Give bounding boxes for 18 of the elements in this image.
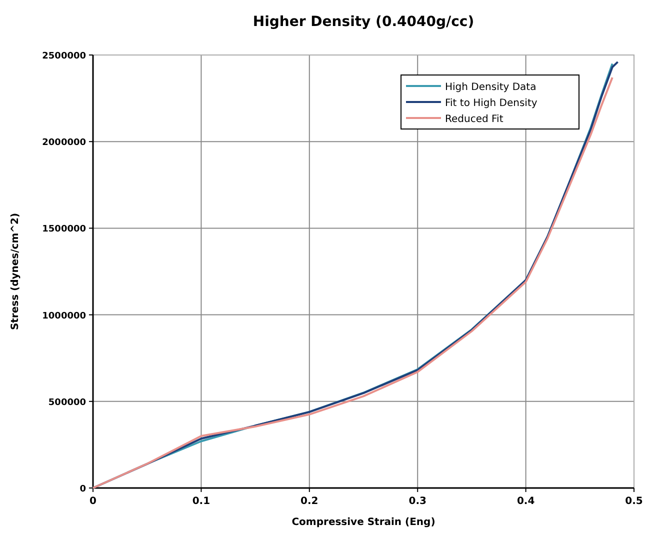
y-axis-title: Stress (dynes/cm^2) [10,212,21,330]
y-tick-label: 1000000 [42,311,86,322]
x-tick-label: 0.5 [625,496,643,507]
x-tick-label: 0.2 [300,496,318,507]
legend-label: High Density Data [445,82,536,93]
x-tick-label: 0 [90,496,97,507]
y-tick-label: 2500000 [42,52,86,62]
y-tick-label: 2000000 [42,138,86,148]
y-tick-label: 0 [80,484,86,494]
x-tick-label: 0.4 [516,496,535,507]
legend-label: Reduced Fit [445,114,504,125]
x-tick-label: 0.1 [192,496,210,507]
y-tick-label: 1500000 [42,224,86,235]
x-axis-title: Compressive Strain (Eng) [292,517,436,528]
legend-label: Fit to High Density [445,98,538,109]
y-tick-label: 500000 [48,398,86,408]
chart-title: Higher Density (0.4040g/cc) [252,14,474,30]
x-tick-label: 0.3 [408,496,426,507]
